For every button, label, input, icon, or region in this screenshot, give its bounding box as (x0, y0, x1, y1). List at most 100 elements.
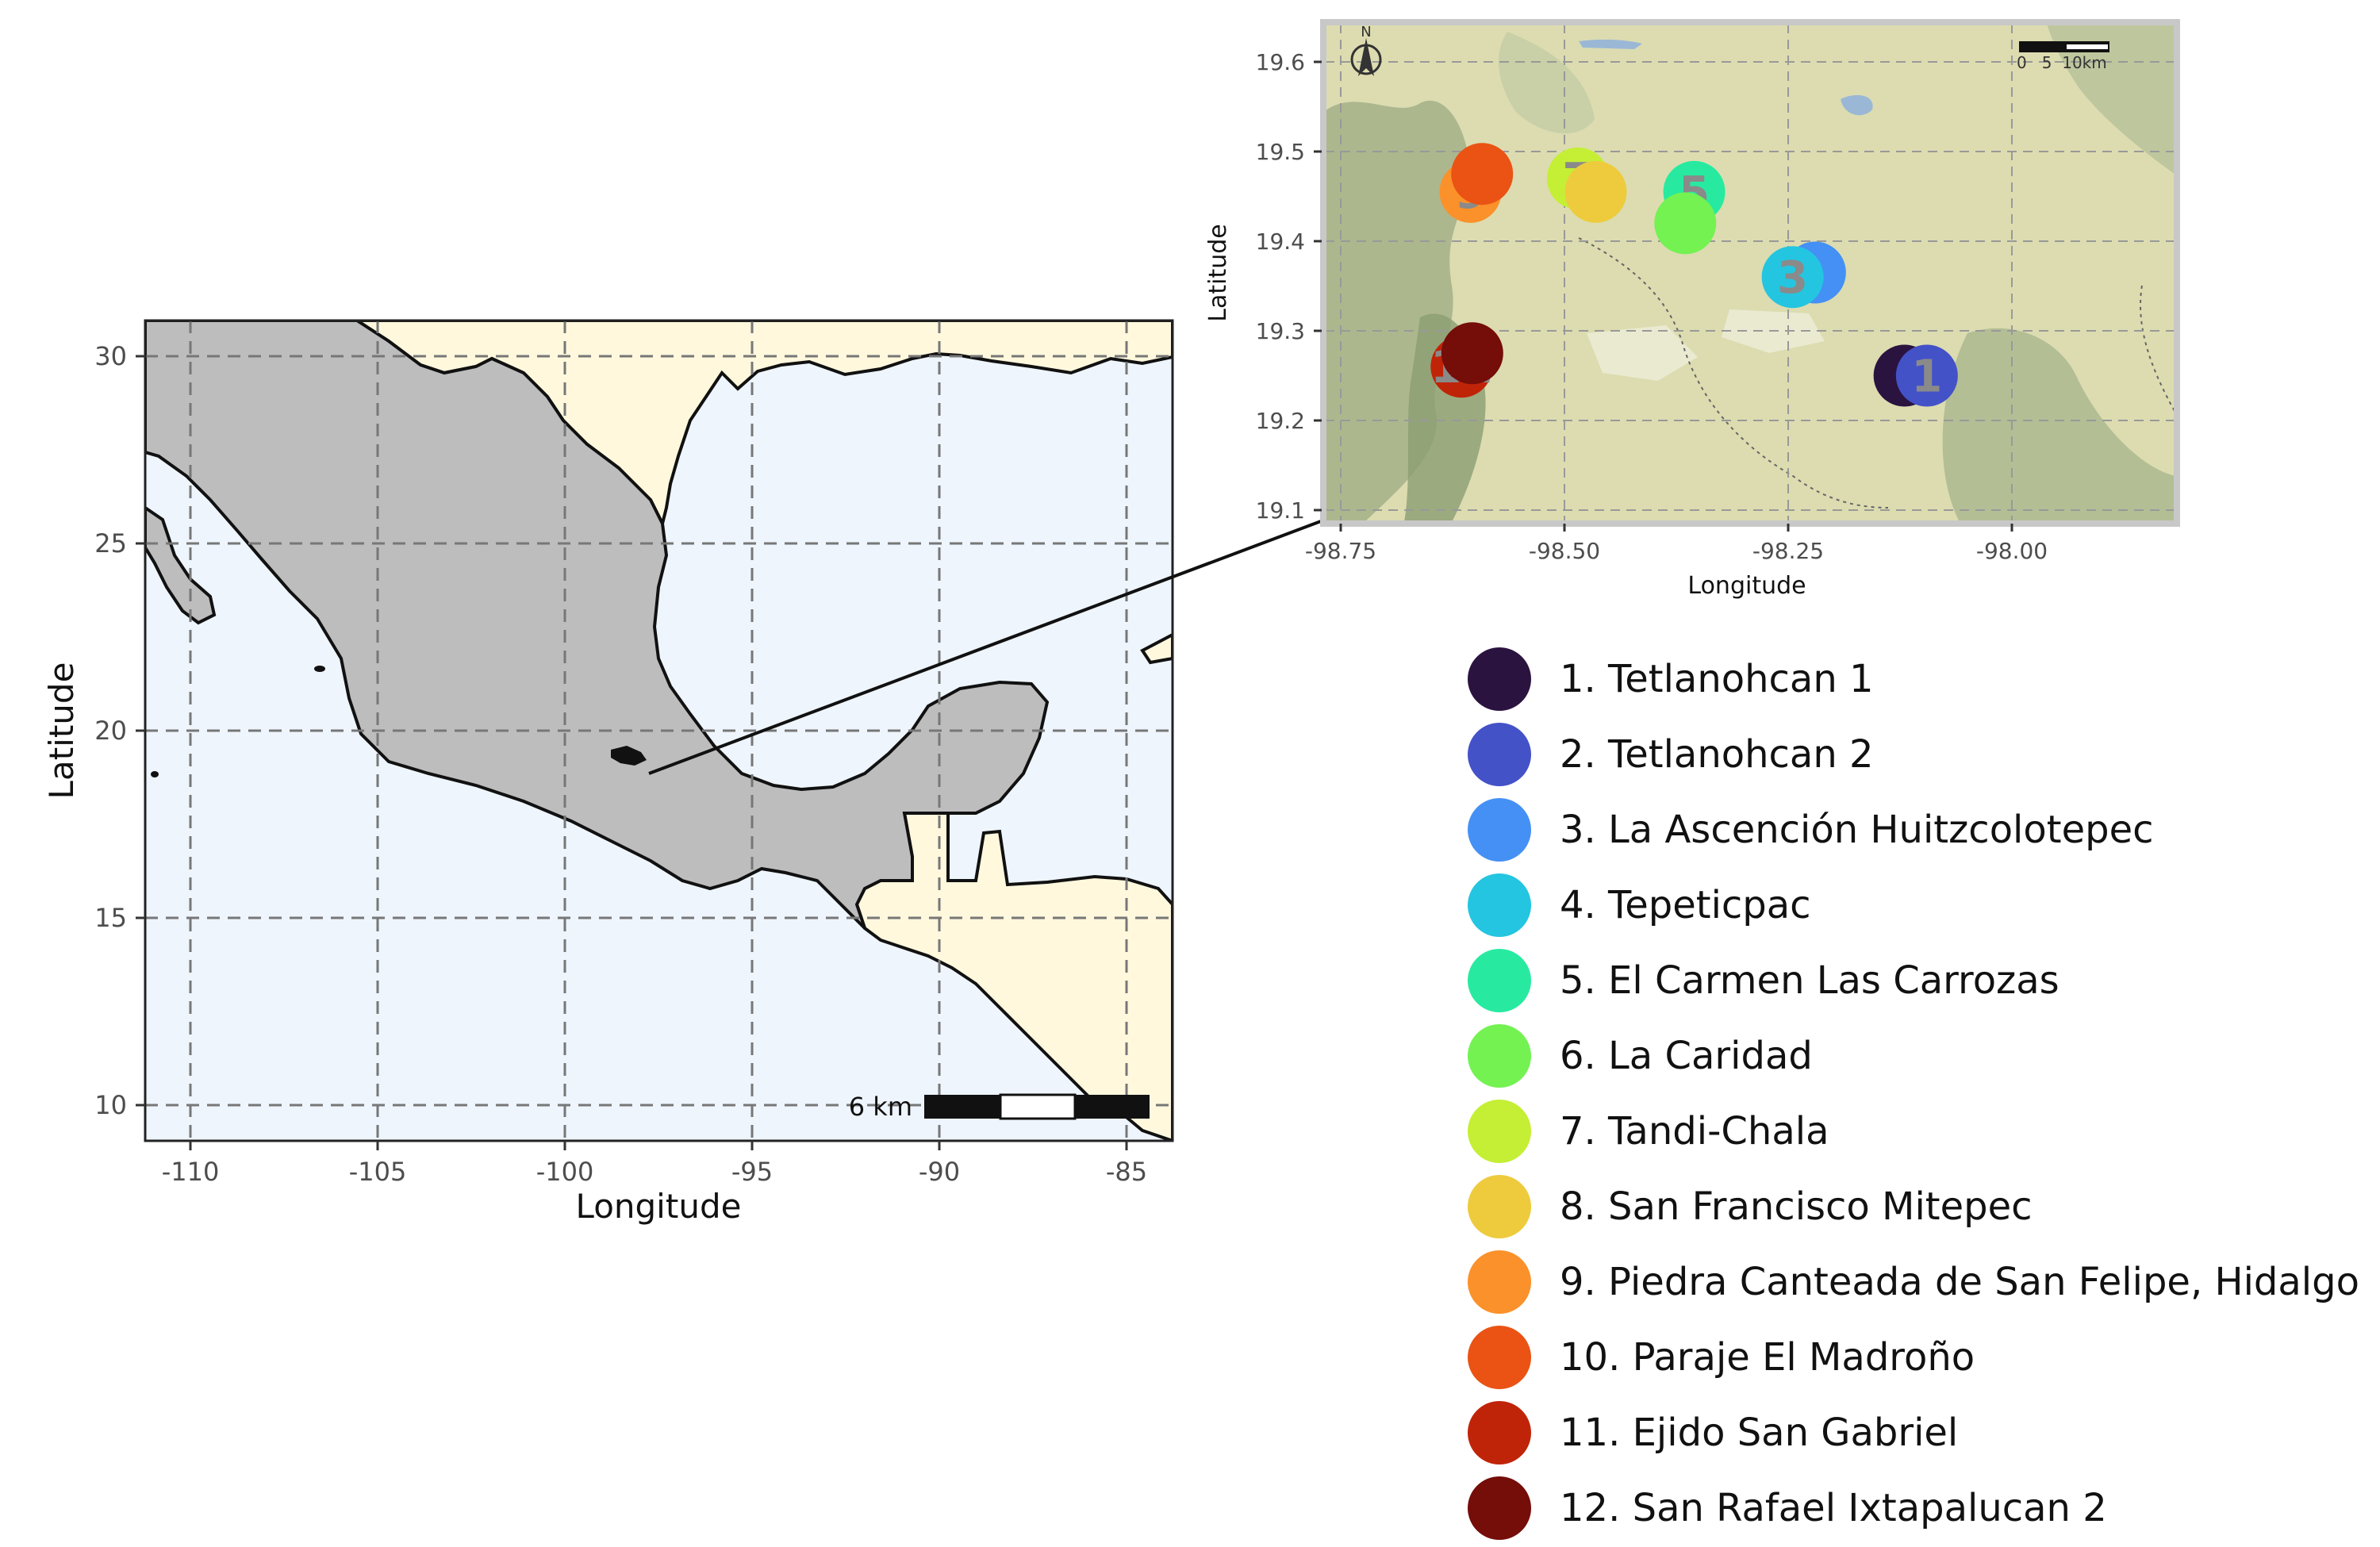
site-legend: 1. Tetlanohcan 1 2. Tetlanohcan 2 3. La As… (1468, 641, 2380, 1545)
legend-item: 2. Tetlanohcan 2 (1468, 716, 2380, 792)
overview-x-ticks (189, 1141, 1128, 1150)
legend-item: 6. La Caridad (1468, 1018, 2380, 1093)
legend-label: 8. San Francisco Mitepec (1560, 1184, 2033, 1229)
site-markers: 1357911 (1430, 143, 1958, 407)
legend-label: 12. San Rafael Ixtapalucan 2 (1560, 1485, 2107, 1530)
study-area-marker (611, 746, 647, 766)
legend-swatch (1468, 1099, 1531, 1163)
site-marker-6 (1654, 192, 1717, 255)
legend-swatch (1468, 1250, 1531, 1314)
mexico (145, 321, 1050, 930)
overview-x-tick-label: -105 (349, 1157, 407, 1187)
legend-swatch (1468, 647, 1531, 711)
inset-x-tick-label: -98.50 (1529, 538, 1600, 564)
inset-y-ticks (1314, 60, 1322, 512)
inset-x-ticks (1339, 524, 2013, 532)
inset-y-tick-label: 19.1 (1256, 497, 1305, 524)
overview-x-tick-label: -85 (1106, 1157, 1147, 1187)
overview-scale-bar (924, 1093, 1150, 1120)
legend-swatch (1468, 1400, 1531, 1464)
legend-item: 4. Tepeticpac (1468, 867, 2380, 942)
inset-y-axis-title: Latitude (1204, 224, 1232, 321)
urban-area (1587, 325, 1698, 381)
overview-x-tick-label: -100 (536, 1157, 594, 1187)
legend-swatch (1468, 722, 1531, 786)
legend-label: 9. Piedra Canteada de San Felipe, Hidalg… (1560, 1259, 2359, 1304)
site-marker-4 (1761, 246, 1824, 309)
overview-y-tick-label: 10 (94, 1090, 127, 1120)
inset-y-tick-label: 19.3 (1256, 318, 1305, 344)
state-boundary (1578, 237, 1889, 509)
inset-x-tick-label: -98.25 (1752, 538, 1824, 564)
inset-y-tick-label: 19.5 (1256, 139, 1305, 165)
overview-grid (145, 321, 1173, 1141)
north-label: N (1361, 24, 1371, 40)
island (151, 771, 159, 777)
overview-y-tick-label: 20 (94, 716, 127, 746)
site-marker-label: 3 (1777, 252, 1808, 304)
legend-swatch (1468, 1023, 1531, 1088)
inset-y-tick-label: 19.6 (1256, 49, 1305, 75)
inset-scale-bar (2019, 41, 2109, 52)
overview-x-tick-label: -110 (162, 1157, 220, 1187)
overview-map: 6 km -110 -105 -100 -95 -90 -85 10 15 20… (42, 319, 1174, 1226)
overview-y-tick-label: 25 (94, 528, 127, 559)
legend-swatch (1468, 797, 1531, 862)
legend-item: 5. El Carmen Las Carrozas (1468, 942, 2380, 1018)
north-arrow-icon (1350, 38, 1382, 76)
inset-scale-bar-label: 0 5 10km (2017, 53, 2107, 72)
legend-label: 7. Tandi-Chala (1560, 1108, 1829, 1154)
legend-swatch (1468, 1174, 1531, 1238)
legend-label: 5. El Carmen Las Carrozas (1560, 958, 2059, 1003)
legend-item: 10. Paraje El Madroño (1468, 1319, 2380, 1395)
water-body (1579, 39, 1642, 49)
overview-y-axis-title: Latitude (42, 662, 81, 800)
inset-x-tick-label: -98.00 (1976, 538, 2048, 564)
site-marker-12 (1441, 322, 1503, 385)
island (314, 666, 325, 672)
cuba (1140, 632, 1173, 665)
inset-y-tick-label: 19.2 (1256, 408, 1305, 434)
inset-grid (1325, 24, 2175, 522)
legend-item: 11. Ejido San Gabriel (1468, 1395, 2380, 1470)
legend-label: 1. Tetlanohcan 1 (1560, 656, 1874, 701)
site-marker-10 (1451, 143, 1514, 205)
water-body (1841, 94, 1873, 116)
site-marker-2 (1895, 344, 1958, 407)
legend-item: 8. San Francisco Mitepec (1468, 1169, 2380, 1244)
overview-y-ticks (136, 355, 145, 1107)
legend-label: 4. Tepeticpac (1560, 882, 1811, 927)
inset-x-axis-title: Longitude (1687, 572, 1806, 600)
legend-item: 3. La Ascención Huitzcolotepec (1468, 792, 2380, 867)
site-marker-label: 1 (1911, 351, 1942, 403)
inset-map-frame (1320, 19, 2180, 527)
overview-y-tick-label: 15 (94, 903, 127, 933)
baja-california (145, 505, 217, 625)
terrain-relief (1499, 32, 1595, 134)
state-boundary (2140, 285, 2175, 413)
legend-label: 11. Ejido San Gabriel (1560, 1410, 1959, 1455)
overview-scale-bar-label: 6 km (849, 1092, 912, 1122)
overview-x-tick-label: -95 (731, 1157, 773, 1187)
inset-y-tick-label: 19.4 (1256, 228, 1305, 255)
legend-item: 7. Tandi-Chala (1468, 1093, 2380, 1169)
legend-swatch (1468, 1476, 1531, 1540)
site-marker-8 (1564, 160, 1627, 223)
legend-swatch (1468, 873, 1531, 937)
overview-y-tick-label: 30 (94, 341, 127, 371)
legend-item: 9. Piedra Canteada de San Felipe, Hidalg… (1468, 1244, 2380, 1319)
overview-x-tick-label: -90 (919, 1157, 960, 1187)
legend-label: 6. La Caridad (1560, 1033, 1813, 1078)
terrain-relief (1942, 328, 2175, 522)
legend-label: 3. La Ascención Huitzcolotepec (1560, 807, 2154, 852)
legend-label: 10. Paraje El Madroño (1560, 1334, 1975, 1380)
legend-swatch (1468, 1325, 1531, 1389)
legend-swatch (1468, 948, 1531, 1012)
legend-item: 1. Tetlanohcan 1 (1468, 641, 2380, 716)
legend-label: 2. Tetlanohcan 2 (1560, 731, 1874, 777)
legend-item: 12. San Rafael Ixtapalucan 2 (1468, 1470, 2380, 1545)
inset-map: N 0 5 10km 1357911 -98.75 (1204, 19, 2180, 600)
inset-x-tick-label: -98.75 (1305, 538, 1376, 564)
overview-x-axis-title: Longitude (576, 1187, 742, 1226)
